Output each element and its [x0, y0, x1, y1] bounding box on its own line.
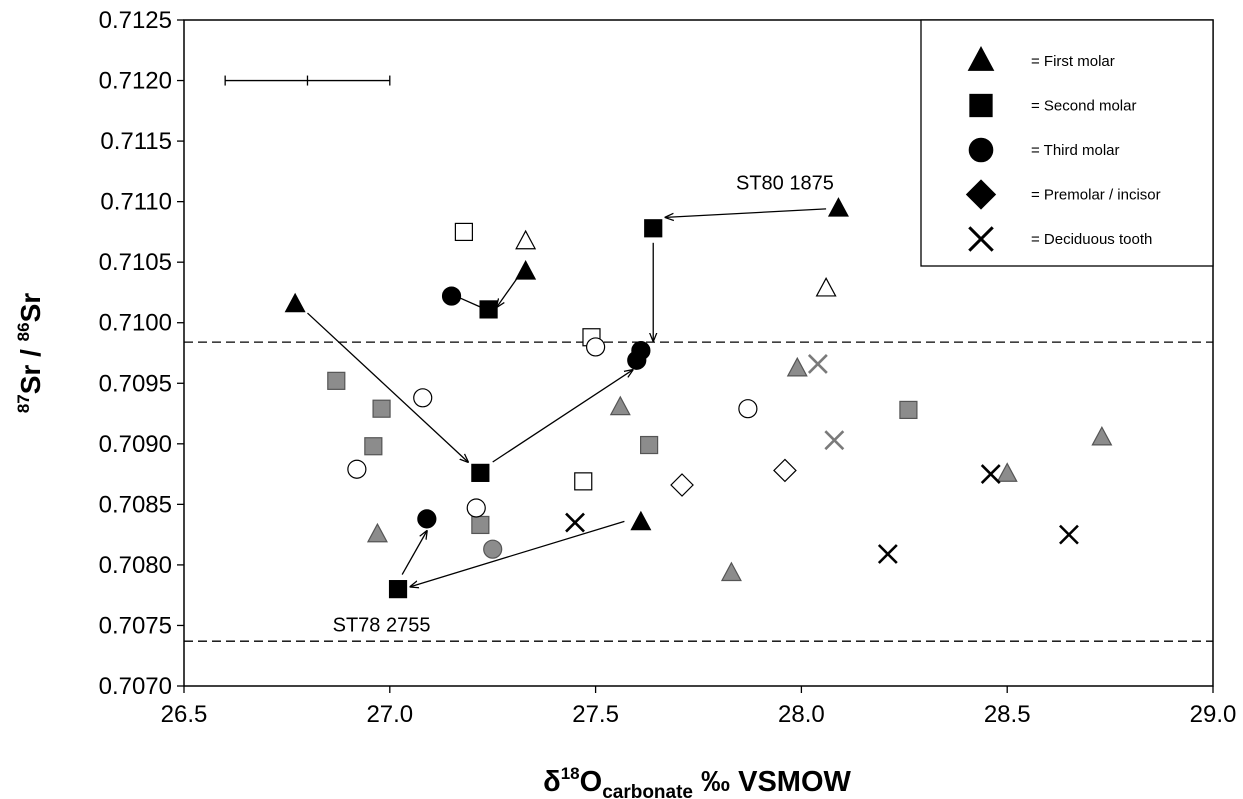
arrows	[307, 208, 827, 587]
legend-label: = Third molar	[1031, 142, 1120, 159]
x-tick-label: 27.0	[366, 701, 413, 728]
arrow	[666, 208, 827, 217]
legend: = First molar = Second molar = Third molar…	[920, 19, 1214, 267]
data-point-square	[454, 222, 473, 242]
data-point-cross	[1059, 524, 1079, 545]
y-tick-label: 0.7100	[99, 310, 172, 337]
data-point-cross	[877, 544, 898, 564]
y-tick-label: 0.7075	[99, 612, 172, 639]
data-point-square	[574, 472, 593, 491]
legend-label: = Premolar / incisor	[1031, 187, 1161, 204]
data-point-cross	[980, 464, 1001, 485]
data-point-triangle	[720, 561, 742, 582]
arrow	[497, 277, 518, 307]
data-point-triangle	[366, 522, 388, 543]
legend-symbol-cross	[968, 226, 994, 252]
x-tick-label: 28.0	[778, 701, 825, 728]
y-tick-label: 0.7115	[100, 128, 172, 155]
y-tick-label: 0.7085	[99, 491, 172, 518]
data-point-triangle	[630, 510, 652, 531]
data-point-diamond	[670, 473, 694, 497]
cross-stroke	[980, 464, 1001, 485]
annotation-label: ST80 1875	[736, 173, 834, 195]
data-point-circle	[466, 498, 486, 518]
data-point-square	[479, 300, 498, 319]
x-tick-label: 27.5	[572, 701, 619, 728]
error-bar	[224, 75, 391, 86]
plot-border	[183, 19, 1214, 687]
legend-label: = First molar	[1031, 53, 1115, 70]
data-point-circle	[627, 350, 647, 370]
cross-stroke	[877, 544, 898, 564]
legend-label: = Second molar	[1031, 98, 1136, 115]
arrow	[307, 312, 468, 462]
data-point-circle	[483, 539, 503, 559]
data-point-cross	[807, 353, 828, 374]
y-tick-label: 0.7120	[99, 68, 172, 95]
x-axis-ticks: 26.5 27.0 27.5 28.0 28.5 29.0	[161, 686, 1237, 728]
legend-label: = Deciduous tooth	[1031, 231, 1152, 248]
legend-symbol-circle	[968, 137, 994, 163]
data-point-cross	[565, 512, 585, 533]
y-axis-title: 87Sr / 86Sr	[14, 293, 46, 413]
x-tick-label: 28.5	[984, 701, 1031, 728]
data-point-square	[327, 371, 346, 390]
cross-stroke	[565, 512, 585, 533]
y-tick-label: 0.7110	[100, 189, 172, 216]
cross-stroke	[1059, 524, 1079, 545]
y-tick-label: 0.7125	[99, 7, 172, 34]
cross-stroke	[824, 430, 845, 451]
data-point-triangle	[515, 260, 537, 280]
data-point-diamond	[773, 458, 797, 483]
x-axis-title: δ18Ocarbonate ‰ VSMOW	[543, 764, 851, 799]
data-point-triangle	[996, 462, 1018, 482]
y-tick-label: 0.7105	[99, 249, 172, 276]
data-point-triangle	[786, 356, 808, 377]
data-point-square	[644, 219, 663, 238]
arrow	[410, 520, 625, 586]
reference-lines	[184, 341, 1213, 642]
plot-area	[183, 19, 1214, 687]
data-point-circle	[417, 509, 437, 529]
legend-symbol-diamond	[965, 179, 997, 210]
data-point-triangle	[284, 292, 306, 313]
data-point-triangle	[515, 229, 537, 250]
data-point-square	[640, 435, 659, 455]
data-point-circle	[347, 459, 367, 479]
data-point-cross	[824, 430, 845, 451]
data-point-square	[388, 580, 408, 599]
data-point-triangle	[1091, 425, 1113, 446]
y-tick-label: 0.7095	[99, 370, 172, 397]
data-point-circle	[738, 399, 758, 419]
legend-box	[920, 19, 1214, 267]
data-point-triangle	[815, 277, 837, 297]
cross-stroke	[807, 353, 828, 374]
data-point-triangle	[609, 395, 631, 416]
data-point-circle	[441, 286, 462, 306]
data-point-circle	[413, 388, 433, 408]
x-tick-label: 26.5	[161, 701, 208, 728]
data-point-square	[899, 400, 918, 420]
cross-stroke	[968, 226, 994, 252]
y-axis-ticks: 0.7070 0.7075 0.7080 0.7085 0.7090 0.7095 0.71…	[99, 7, 184, 700]
legend-symbol-square	[969, 93, 993, 118]
data-points	[284, 197, 1113, 599]
arrow	[492, 370, 633, 463]
arrow	[401, 531, 427, 575]
data-point-circle	[585, 337, 606, 357]
data-point-square	[364, 437, 383, 456]
data-point-square	[471, 515, 490, 535]
y-tick-label: 0.7070	[99, 673, 172, 700]
data-point-triangle	[827, 197, 849, 217]
data-point-square	[471, 463, 490, 482]
x-tick-label: 29.0	[1190, 701, 1237, 728]
legend-symbol-triangle	[967, 46, 995, 71]
data-point-square	[372, 399, 391, 418]
annotations: ST80 1875 ST78 2755	[333, 173, 834, 637]
y-tick-label: 0.7090	[99, 431, 172, 458]
y-tick-label: 0.7080	[99, 552, 172, 579]
annotation-label: ST78 2755	[333, 615, 431, 637]
